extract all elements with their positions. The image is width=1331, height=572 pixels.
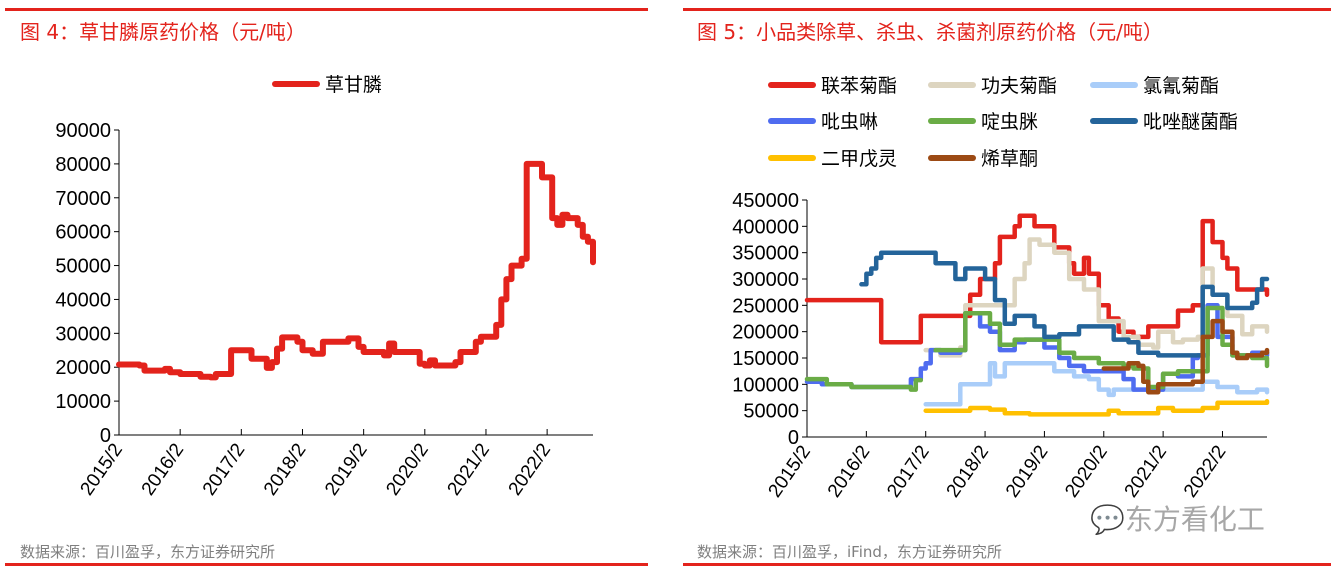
x-tick-label: 2015/2 xyxy=(77,440,128,500)
top-rule xyxy=(5,8,648,11)
source-note: 数据来源：百川盈孚，东方证券研究所 xyxy=(20,543,276,561)
y-tick-label: 60000 xyxy=(55,222,111,244)
source-note: 数据来源：百川盈孚，iFind，东方证券研究所 xyxy=(697,543,1002,561)
legend-label: 草甘膦 xyxy=(325,74,382,96)
x-tick-label: 2022/2 xyxy=(505,440,556,500)
watermark-text: 东方看化工 xyxy=(1124,503,1265,536)
y-tick-label: 90000 xyxy=(55,120,111,142)
y-tick-label: 20000 xyxy=(55,357,111,379)
chart-title: 图 4：草甘膦原药价格（元/吨） xyxy=(20,20,306,44)
x-tick-label: 2020/2 xyxy=(382,440,433,500)
series-line-0 xyxy=(116,160,596,381)
y-tick-label: 80000 xyxy=(55,154,111,176)
bottom-rule xyxy=(683,563,1331,566)
bottom-rule xyxy=(5,563,648,566)
chart-title: 图 5：小品类除草、杀虫、杀菌剂原药价格（元/吨） xyxy=(697,20,1163,44)
y-tick-label: 40000 xyxy=(55,289,111,311)
watermark: 💬东方看化工 xyxy=(1090,498,1265,538)
left-panel: 图 4：草甘膦原药价格（元/吨） 0 10000 20000 30000 40000 50… xyxy=(0,0,660,572)
x-tick-label: 2019/2 xyxy=(321,440,372,500)
y-tick-label: 50000 xyxy=(55,256,111,278)
x-tick-label: 2017/2 xyxy=(199,440,250,500)
y-tick-label: 70000 xyxy=(55,188,111,210)
right-panel: 图 5：小品类除草、杀虫、杀菌剂原药价格（元/吨） 数据来源：百川盈孚，iFin… xyxy=(683,0,1331,572)
x-tick-label: 2016/2 xyxy=(138,440,189,500)
wechat-icon: 💬 xyxy=(1090,503,1125,536)
x-tick-label: 2018/2 xyxy=(260,440,311,500)
y-tick-label: 10000 xyxy=(55,391,111,413)
y-tick-label: 30000 xyxy=(55,323,111,345)
glyphosate-price-chart: 0 10000 20000 30000 40000 50000 60000 70000 8000… xyxy=(55,74,596,500)
top-rule xyxy=(683,8,1331,11)
y-tick-label: 0 xyxy=(100,425,111,447)
x-tick-label: 2021/2 xyxy=(444,440,495,500)
